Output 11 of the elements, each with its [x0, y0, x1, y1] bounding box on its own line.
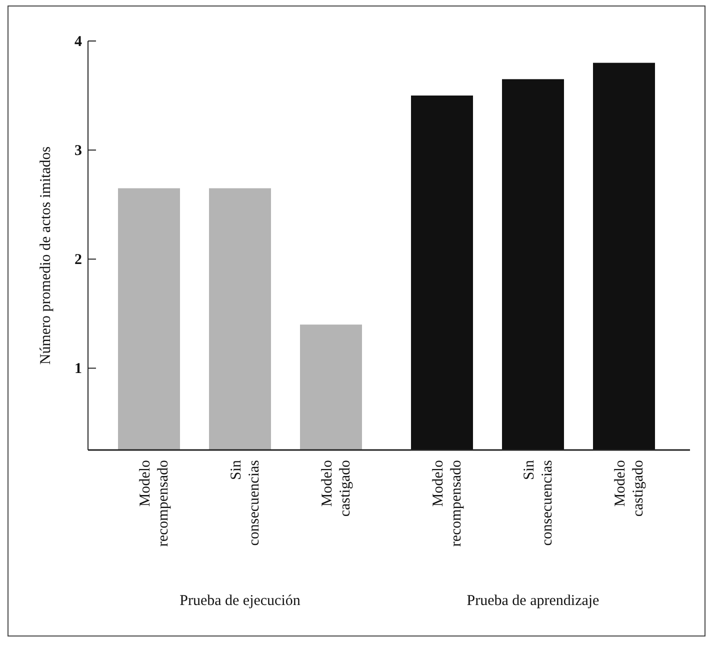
x-tick-label: Modelo castigado: [319, 460, 354, 517]
y-tick-label: 3: [74, 142, 82, 159]
y-tick-label: 2: [74, 252, 82, 268]
text: Prueba de ejecución: [180, 593, 301, 609]
x-tick-label: Modelo recompensado: [430, 460, 464, 547]
x-tick-label: Modelo recompensado: [137, 460, 172, 547]
text: Prueba de aprendizaje: [466, 593, 600, 609]
x-tick-label: Modelo castigado: [612, 460, 646, 517]
y-axis-title: Número promedio de actos imitados: [38, 146, 54, 365]
y-tick-label: 4: [74, 34, 82, 50]
y-tick-label: 1: [74, 361, 82, 377]
